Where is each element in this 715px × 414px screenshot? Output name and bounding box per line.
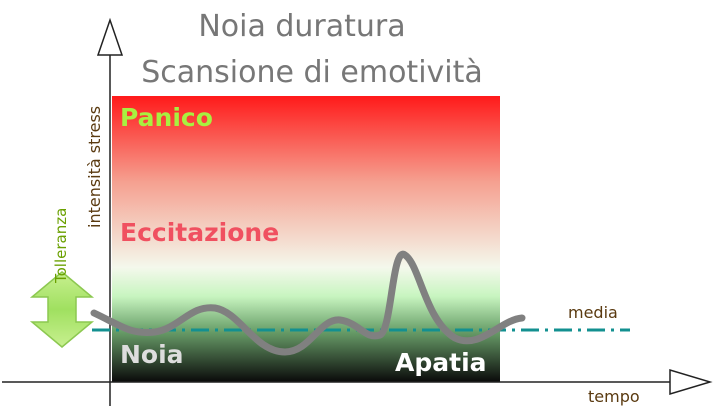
tolerance-label: Tolleranza: [52, 208, 70, 284]
zone-label: Apatia: [395, 348, 487, 377]
zone-label: Panico: [120, 103, 213, 132]
tolerance-arrow: [29, 271, 95, 348]
emotion-band: [112, 96, 500, 382]
x-axis-label: tempo: [588, 387, 640, 406]
zone-label: Noia: [120, 340, 184, 369]
average-label: media: [568, 303, 618, 322]
y-arrow: [96, 17, 124, 56]
subtitle: Scansione di emotività: [141, 55, 483, 90]
stress-curve: [90, 250, 526, 356]
title: Noia duratura: [198, 9, 405, 44]
x-arrow: [669, 368, 713, 396]
y-axis-label: intensità stress: [85, 106, 104, 228]
zone-label: Eccitazione: [120, 218, 279, 247]
